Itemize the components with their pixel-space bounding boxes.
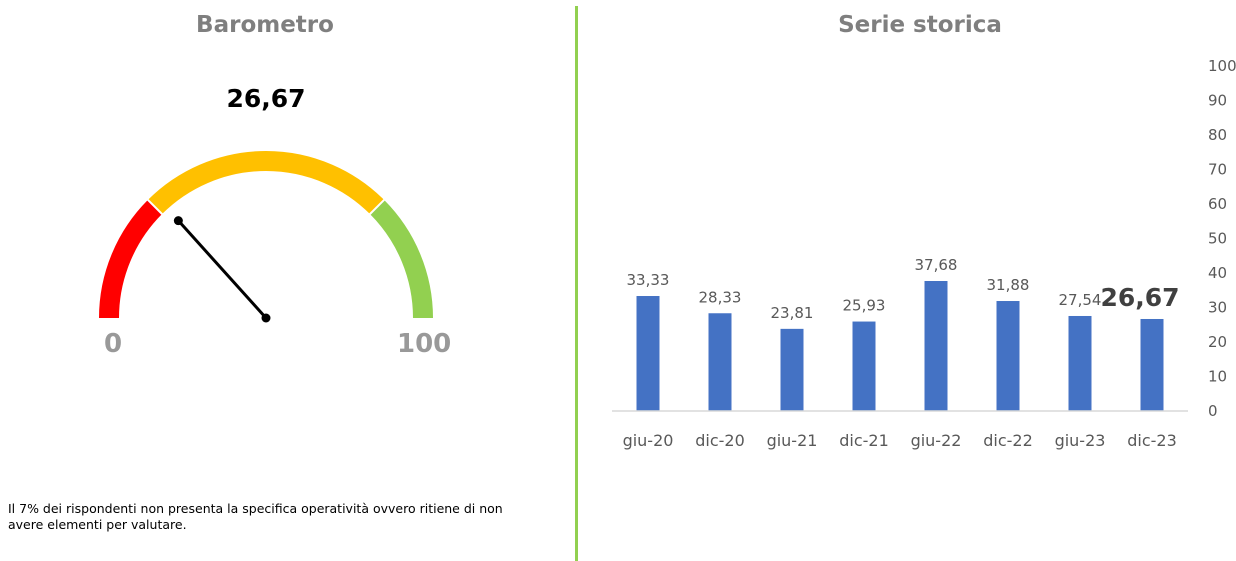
panel-divider [575, 6, 578, 561]
y-tick-label: 0 [1208, 402, 1218, 420]
y-tick-label: 50 [1208, 230, 1227, 248]
y-tick-label: 70 [1208, 161, 1227, 179]
x-tick-label: dic-21 [839, 431, 889, 450]
gauge-needle-pivot [261, 313, 271, 323]
bar-dic-20 [708, 313, 732, 411]
bar-dic-22 [996, 301, 1020, 411]
bar-dic-21 [852, 321, 876, 411]
gauge-band-1 [99, 199, 163, 319]
bar-giu-23 [1068, 315, 1092, 411]
bar-giu-21 [780, 328, 804, 411]
data-label: 31,88 [987, 276, 1030, 294]
gauge-needle-line [177, 219, 268, 320]
x-tick-label: dic-23 [1127, 431, 1177, 450]
x-axis: giu-20 dic-20 giu-21 dic-21 giu-22 dic-22 giu-… [612, 410, 1188, 450]
data-label: 28,33 [699, 288, 742, 306]
chart-title: Serie storica [838, 12, 1002, 38]
data-label: 26,67 [1100, 283, 1179, 312]
gauge-title: Barometro [196, 12, 334, 38]
y-tick-label: 20 [1208, 333, 1227, 351]
gauge-band-3 [369, 199, 433, 319]
bar-giu-22 [924, 281, 948, 411]
gauge-chart [99, 151, 433, 323]
y-tick-label: 30 [1208, 299, 1227, 317]
y-tick-label: 90 [1208, 92, 1227, 110]
gauge-needle-tip [173, 216, 183, 226]
data-label: 37,68 [915, 256, 958, 274]
x-tick-label: giu-22 [911, 431, 962, 450]
gauge-band-separator [146, 198, 164, 216]
x-tick-label: giu-23 [1055, 431, 1106, 450]
y-tick-label: 40 [1208, 264, 1227, 282]
x-tick-label: giu-21 [767, 431, 818, 450]
y-tick-label: 10 [1208, 368, 1227, 386]
gauge-needle [173, 216, 271, 323]
x-tick-label: dic-20 [695, 431, 745, 450]
gauge-band-separator [368, 198, 386, 216]
x-tick-label: giu-20 [623, 431, 674, 450]
data-label: 27,54 [1059, 291, 1102, 309]
gauge-bands [99, 151, 433, 319]
bar-dic-23 [1140, 318, 1164, 411]
data-label: 23,81 [771, 304, 814, 322]
y-axis: 0 10 20 30 40 50 60 70 80 90 100 [1208, 57, 1236, 420]
y-tick-label: 100 [1208, 57, 1236, 75]
gauge-min-label: 0 [104, 329, 123, 359]
data-label: 25,93 [843, 297, 886, 315]
x-tick-label: dic-22 [983, 431, 1033, 450]
data-label: 33,33 [627, 271, 670, 289]
gauge-band-2 [147, 151, 385, 215]
bar-giu-20 [636, 296, 660, 411]
gauge-max-label: 100 [397, 329, 452, 359]
y-tick-label: 60 [1208, 195, 1227, 213]
y-tick-label: 80 [1208, 126, 1227, 144]
gauge-value: 26,67 [226, 84, 306, 113]
footnote: Il 7% dei rispondenti non presenta la sp… [8, 501, 503, 532]
